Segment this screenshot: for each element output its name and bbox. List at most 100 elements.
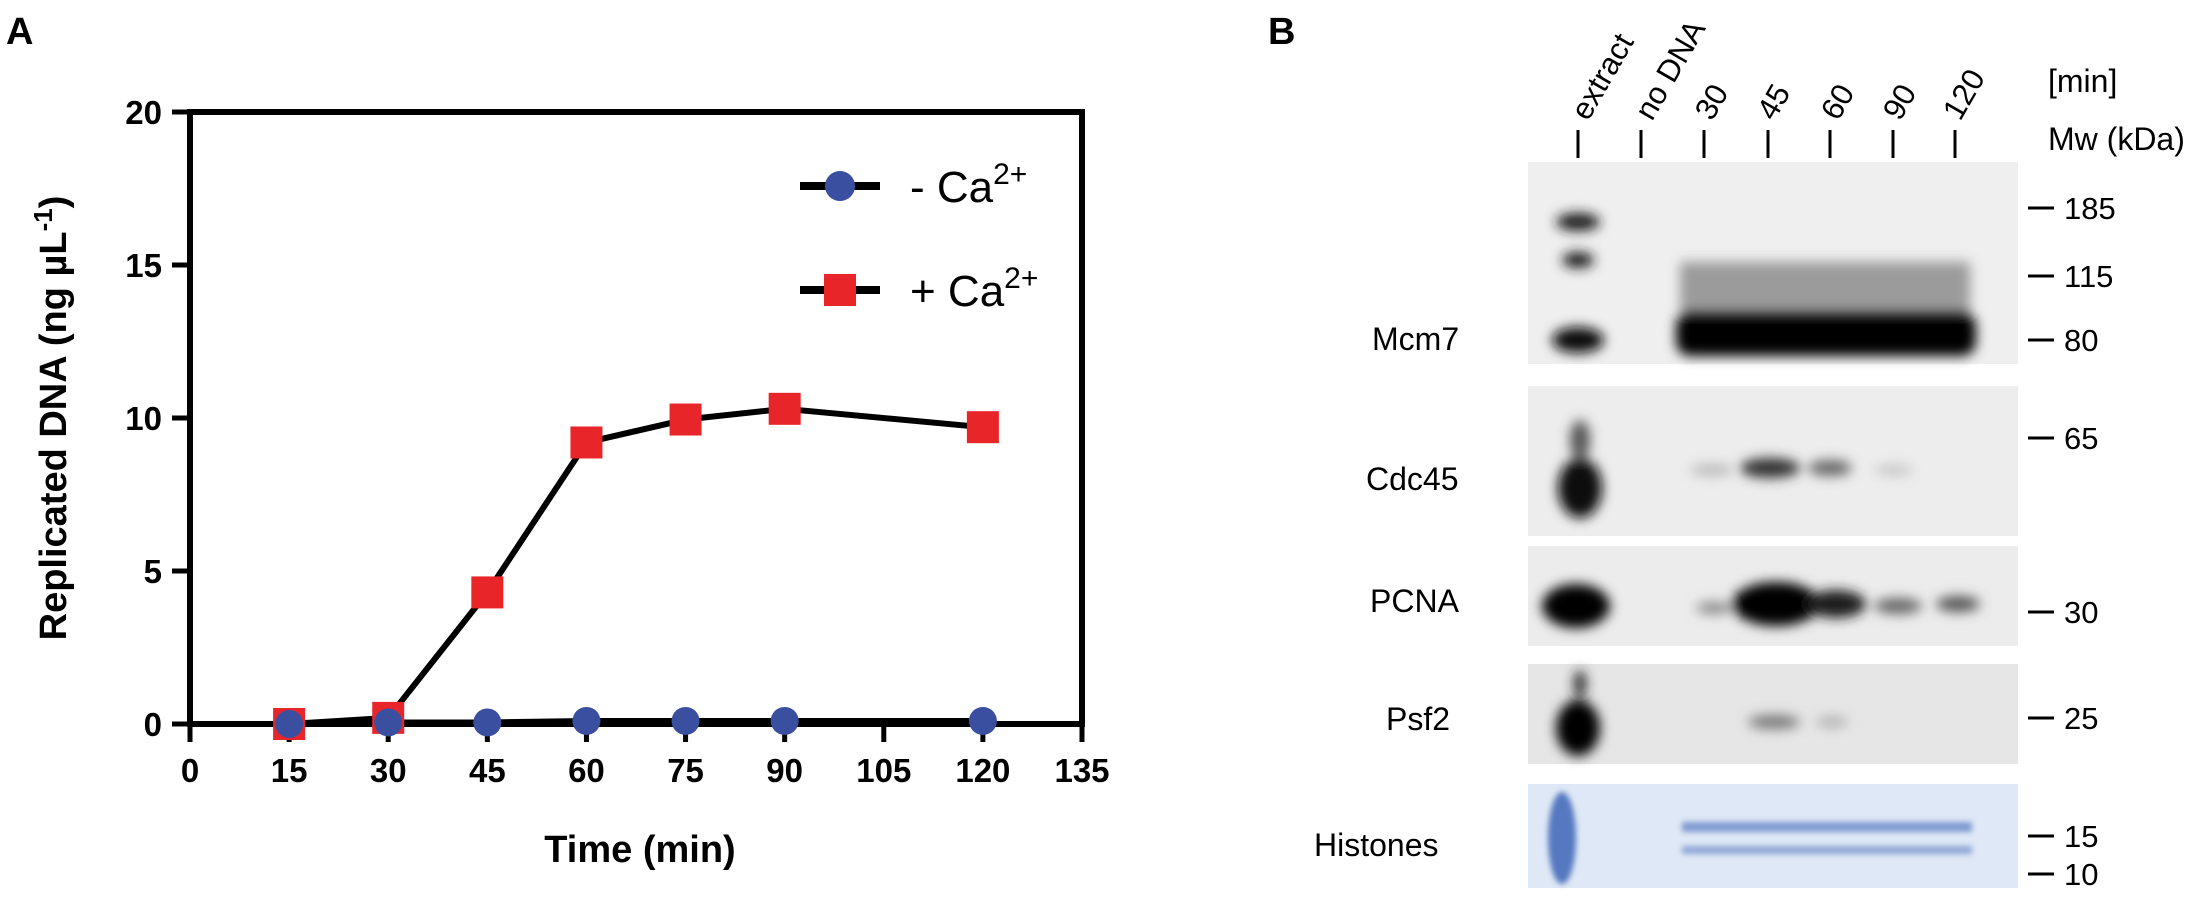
point-plus-ca-120	[966, 411, 999, 444]
legend: - Ca2+ + Ca2+	[800, 158, 1038, 316]
pcna-band-30	[1696, 602, 1732, 614]
time-unit-label: [min]	[2048, 63, 2117, 99]
y-axis-title-sup: -1	[28, 208, 58, 231]
mcm7-band-extract-115	[1562, 252, 1594, 268]
x-tick-label-6: 90	[766, 752, 803, 789]
x-axis-title: Time (min)	[544, 829, 735, 871]
y-tick-label-1: 5	[144, 553, 162, 590]
blot-pcna-bands	[1542, 582, 1980, 628]
mw-label-115: 115	[2064, 259, 2113, 294]
gel-histones	[1528, 784, 2018, 888]
panel-a: A 0 15 30 45 60 75 90 105 120 135 0 5 10 15 20 Time (…	[6, 11, 1110, 871]
x-tick-label-2: 30	[370, 752, 407, 789]
lane-label-extract: extract	[1564, 27, 1641, 125]
blot-label-psf2: Psf2	[1386, 701, 1450, 737]
y-axis-ticks: 0 5 10 15 20	[125, 94, 190, 743]
legend-label-minus-ca: - Ca2+	[910, 158, 1027, 212]
blot-psf2-membrane	[1528, 664, 2018, 764]
cdc45-band-45	[1740, 458, 1800, 478]
pcna-band-extract	[1542, 584, 1610, 628]
x-tick-label-8: 120	[955, 752, 1010, 789]
y-axis-title-close: )	[33, 196, 75, 209]
cdc45-band-30	[1690, 464, 1734, 476]
lane-label-90: 90	[1876, 78, 1924, 125]
mw-header-label: Mw (kDa)	[2048, 121, 2185, 157]
mw-label-15: 15	[2064, 819, 2098, 854]
blot-label-mcm7: Mcm7	[1372, 321, 1459, 357]
legend-label-plus-ca-text: + Ca	[910, 267, 1005, 316]
legend-label-plus-ca-sup: 2+	[1004, 262, 1038, 295]
x-tick-label-3: 45	[469, 752, 506, 789]
mw-label-30: 30	[2064, 595, 2098, 630]
x-axis-ticks: 0 15 30 45 60 75 90 105 120 135	[181, 724, 1110, 789]
point-minus-ca-60	[572, 706, 601, 735]
x-tick-label-7: 105	[856, 752, 911, 789]
pcna-band-45	[1732, 582, 1820, 626]
cdc45-smear-extract	[1570, 420, 1590, 460]
blot-histones: Histones 15 10	[1314, 784, 2098, 892]
panel-a-letter: A	[6, 11, 33, 53]
x-tick-label-9: 135	[1054, 752, 1109, 789]
point-minus-ca-120	[968, 706, 997, 735]
pcna-band-120	[1936, 596, 1980, 612]
panel-b-letter: B	[1268, 11, 1295, 53]
histones-band-upper	[1682, 822, 1972, 832]
x-tick-label-5: 75	[667, 752, 704, 789]
x-tick-label-1: 15	[271, 752, 308, 789]
cdc45-band-extract	[1558, 458, 1602, 518]
lane-headers: extract no DNA 30 45 60 90 120 [min] Mw …	[1564, 14, 2185, 158]
blot-pcna: PCNA 30	[1370, 546, 2098, 646]
blot-label-histones: Histones	[1314, 827, 1439, 863]
mw-label-25: 25	[2064, 701, 2098, 736]
point-plus-ca-75	[669, 403, 702, 436]
y-axis-title-main: Replicated DNA (ng µL	[33, 231, 75, 640]
blot-psf2-bands	[1556, 670, 1848, 756]
blot-mcm7-bands	[1552, 213, 1976, 356]
legend-label-plus-ca: + Ca2+	[910, 262, 1038, 316]
psf2-band-60	[1816, 717, 1848, 727]
mcm7-band-extract-185	[1556, 213, 1600, 231]
point-minus-ca-75	[671, 706, 700, 735]
lane-label-120: 120	[1936, 63, 1992, 125]
y-tick-label-3: 15	[125, 247, 162, 284]
cdc45-band-90	[1874, 465, 1914, 475]
blot-cdc45: Cdc45 65	[1366, 386, 2098, 536]
mcm7-band-extract-80	[1552, 327, 1604, 353]
histones-band-lower	[1682, 846, 1972, 854]
blot-label-pcna: PCNA	[1370, 583, 1460, 619]
cdc45-band-60	[1808, 460, 1852, 476]
panel-b: B extract no DNA 30 45 60 90 120 [min] M…	[1268, 11, 2185, 892]
mcm7-band-time-80	[1676, 312, 1976, 356]
y-axis-title: Replicated DNA (ng µL-1)	[28, 196, 75, 641]
lane-label-30: 30	[1688, 78, 1736, 125]
point-plus-ca-45	[471, 576, 504, 609]
mw-label-80: 80	[2064, 323, 2098, 358]
point-minus-ca-90	[770, 706, 799, 735]
psf2-band-extract	[1556, 700, 1600, 756]
mw-label-185: 185	[2064, 191, 2116, 226]
series-layer	[273, 392, 999, 740]
y-tick-label-0: 0	[144, 706, 162, 743]
blot-cdc45-bands	[1558, 420, 1914, 518]
blot-mcm7: Mcm7 185 115 80	[1372, 162, 2116, 364]
point-minus-ca-30	[374, 708, 403, 737]
x-tick-label-4: 60	[568, 752, 605, 789]
y-tick-label-2: 10	[125, 400, 162, 437]
pcna-band-90	[1874, 598, 1922, 614]
series-line-plus-ca	[288, 405, 984, 727]
blot-psf2: Psf2 25	[1386, 664, 2098, 764]
mw-label-65: 65	[2064, 421, 2098, 456]
histones-band-extract	[1548, 792, 1576, 884]
y-tick-label-4: 20	[125, 94, 162, 131]
pcna-band-60	[1806, 590, 1866, 618]
psf2-band-45	[1748, 715, 1800, 729]
point-plus-ca-60	[570, 426, 603, 459]
gel-histones-bands	[1548, 792, 1972, 884]
legend-label-minus-ca-text: - Ca	[910, 163, 994, 212]
legend-label-minus-ca-sup: 2+	[993, 158, 1027, 191]
lane-label-60: 60	[1814, 78, 1862, 125]
x-tick-label-0: 0	[181, 752, 199, 789]
point-minus-ca-15	[275, 710, 304, 738]
lane-label-45: 45	[1750, 78, 1798, 125]
